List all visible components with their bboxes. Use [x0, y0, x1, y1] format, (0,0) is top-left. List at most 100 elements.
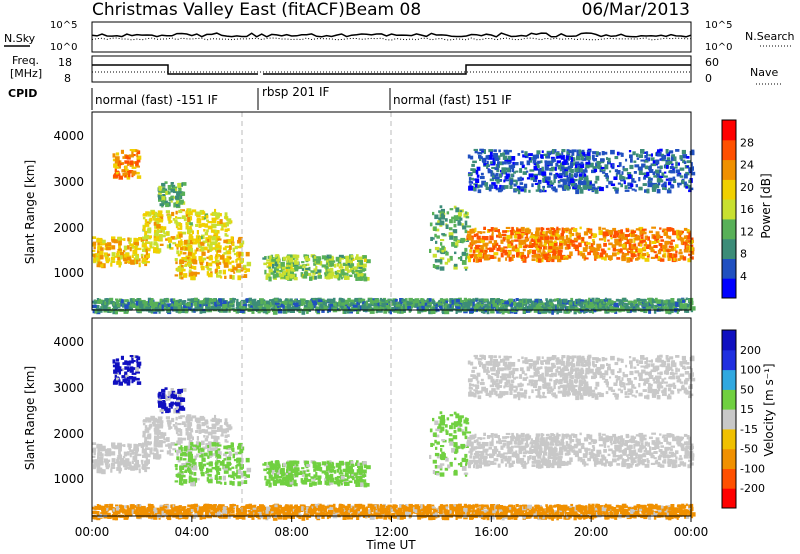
freq-left-tick-bottom: 8 [64, 72, 71, 85]
power-echo-cell [494, 229, 499, 232]
power-echo-cell [539, 235, 543, 240]
power-echo-cell [215, 230, 220, 234]
power-echo-cell [486, 163, 490, 167]
power-echo-cell [185, 225, 189, 230]
power-echo-cell [577, 250, 580, 256]
power-echo-cell [622, 234, 625, 240]
power-echo-cell [156, 223, 161, 229]
power-echo-cell [159, 243, 164, 246]
power-echo-cell [489, 184, 494, 189]
power-echo-cell [549, 235, 554, 240]
power-echo-cell [545, 298, 548, 301]
velocity-echo-cell [224, 439, 228, 443]
power-echo-cell [573, 304, 578, 308]
velocity-echo-cell [131, 451, 135, 455]
power-echo-cell [488, 229, 493, 232]
power-echo-cell [591, 154, 595, 160]
power-echo-cell [474, 183, 478, 188]
power-echo-cell [680, 158, 683, 161]
power-echo-cell [117, 248, 122, 251]
power-echo-cell [576, 155, 580, 160]
power-echo-cell [503, 236, 507, 240]
power-echo-cell [298, 304, 301, 310]
power-echo-cell [561, 227, 564, 232]
power-echo-cell [620, 179, 625, 182]
power-echo-cell [254, 305, 258, 310]
power-echo-cell [471, 228, 476, 233]
power-echo-cell [210, 271, 213, 275]
power-echo-cell [207, 298, 212, 303]
power-echo-cell [111, 245, 116, 250]
velocity-echo-cell [159, 409, 165, 413]
velocity-echo-cell [97, 443, 103, 449]
power-echo-cell [508, 240, 513, 245]
power-echo-cell [676, 304, 681, 308]
power-echo-cell [218, 270, 222, 274]
power-echo-cell [662, 228, 667, 231]
power-echo-cell [154, 211, 158, 216]
power-echo-cell [528, 189, 531, 193]
power-echo-cell [272, 263, 275, 269]
power-echo-cell [289, 274, 294, 279]
power-echo-cell [477, 189, 482, 194]
power-echo-cell [145, 253, 150, 258]
power-echo-cell [470, 255, 474, 258]
power-echo-cell [620, 304, 623, 310]
velocity-echo-cell [172, 424, 175, 427]
power-echo-cell [656, 234, 661, 239]
power-echo-cell [123, 258, 128, 262]
power-echo-cell [230, 307, 235, 311]
power-echo-cell [227, 221, 232, 225]
power-echo-cell [176, 305, 181, 311]
power-echo-cell [144, 246, 148, 250]
power-echo-cell [537, 258, 542, 263]
power-echo-cell [427, 298, 431, 301]
power-echo-cell [136, 155, 142, 160]
power-echo-cell [514, 162, 519, 166]
power-echo-cell [204, 231, 208, 235]
power-echo-cell [671, 154, 675, 157]
power-echo-cell [265, 304, 269, 308]
velocity-echo-cell [175, 406, 180, 410]
velocity-echo-cell [132, 355, 137, 359]
power-echo-cell [606, 301, 610, 305]
power-echo-cell [203, 246, 208, 251]
power-echo-cell [572, 159, 576, 162]
power-echo-cell [420, 298, 423, 303]
power-echo-cell [159, 298, 163, 301]
power-echo-cell [248, 297, 253, 302]
power-echo-cell [221, 225, 224, 229]
power-echo-cell [123, 253, 129, 258]
power-echo-cell [453, 223, 457, 228]
power-echo-cell [559, 252, 563, 257]
power-echo-cell [616, 151, 620, 156]
power-echo-cell [269, 255, 272, 260]
velocity-echo-cell [121, 375, 125, 379]
power-echo-cell [519, 182, 524, 185]
power-echo-cell [512, 179, 517, 183]
power-echo-cell [503, 246, 508, 249]
power-echo-cell [97, 262, 101, 268]
velocity-echo-cell [219, 425, 223, 430]
power-echo-cell [189, 257, 192, 261]
power-echo-cell [550, 302, 554, 307]
power-echo-cell [207, 235, 212, 239]
power-echo-cell [115, 304, 119, 308]
power-echo-cell [148, 309, 152, 313]
power-echo-cell [624, 185, 628, 189]
power-echo-cell [276, 270, 280, 273]
power-echo-cell [635, 248, 638, 253]
power-echo-cell [577, 165, 582, 170]
power-echo-cell [672, 230, 677, 236]
power-echo-cell [669, 150, 674, 154]
velocity-echo-cell [207, 431, 213, 436]
power-echo-cell [608, 300, 614, 304]
power-echo-cell [640, 229, 645, 234]
power-echo-cell [642, 252, 647, 257]
power-echo-cell [557, 304, 560, 308]
power-echo-cell [655, 231, 660, 235]
power-echo-cell [135, 301, 139, 306]
power-echo-cell [282, 300, 288, 304]
velocity-echo-cell [136, 358, 139, 364]
power-echo-cell [644, 155, 648, 159]
